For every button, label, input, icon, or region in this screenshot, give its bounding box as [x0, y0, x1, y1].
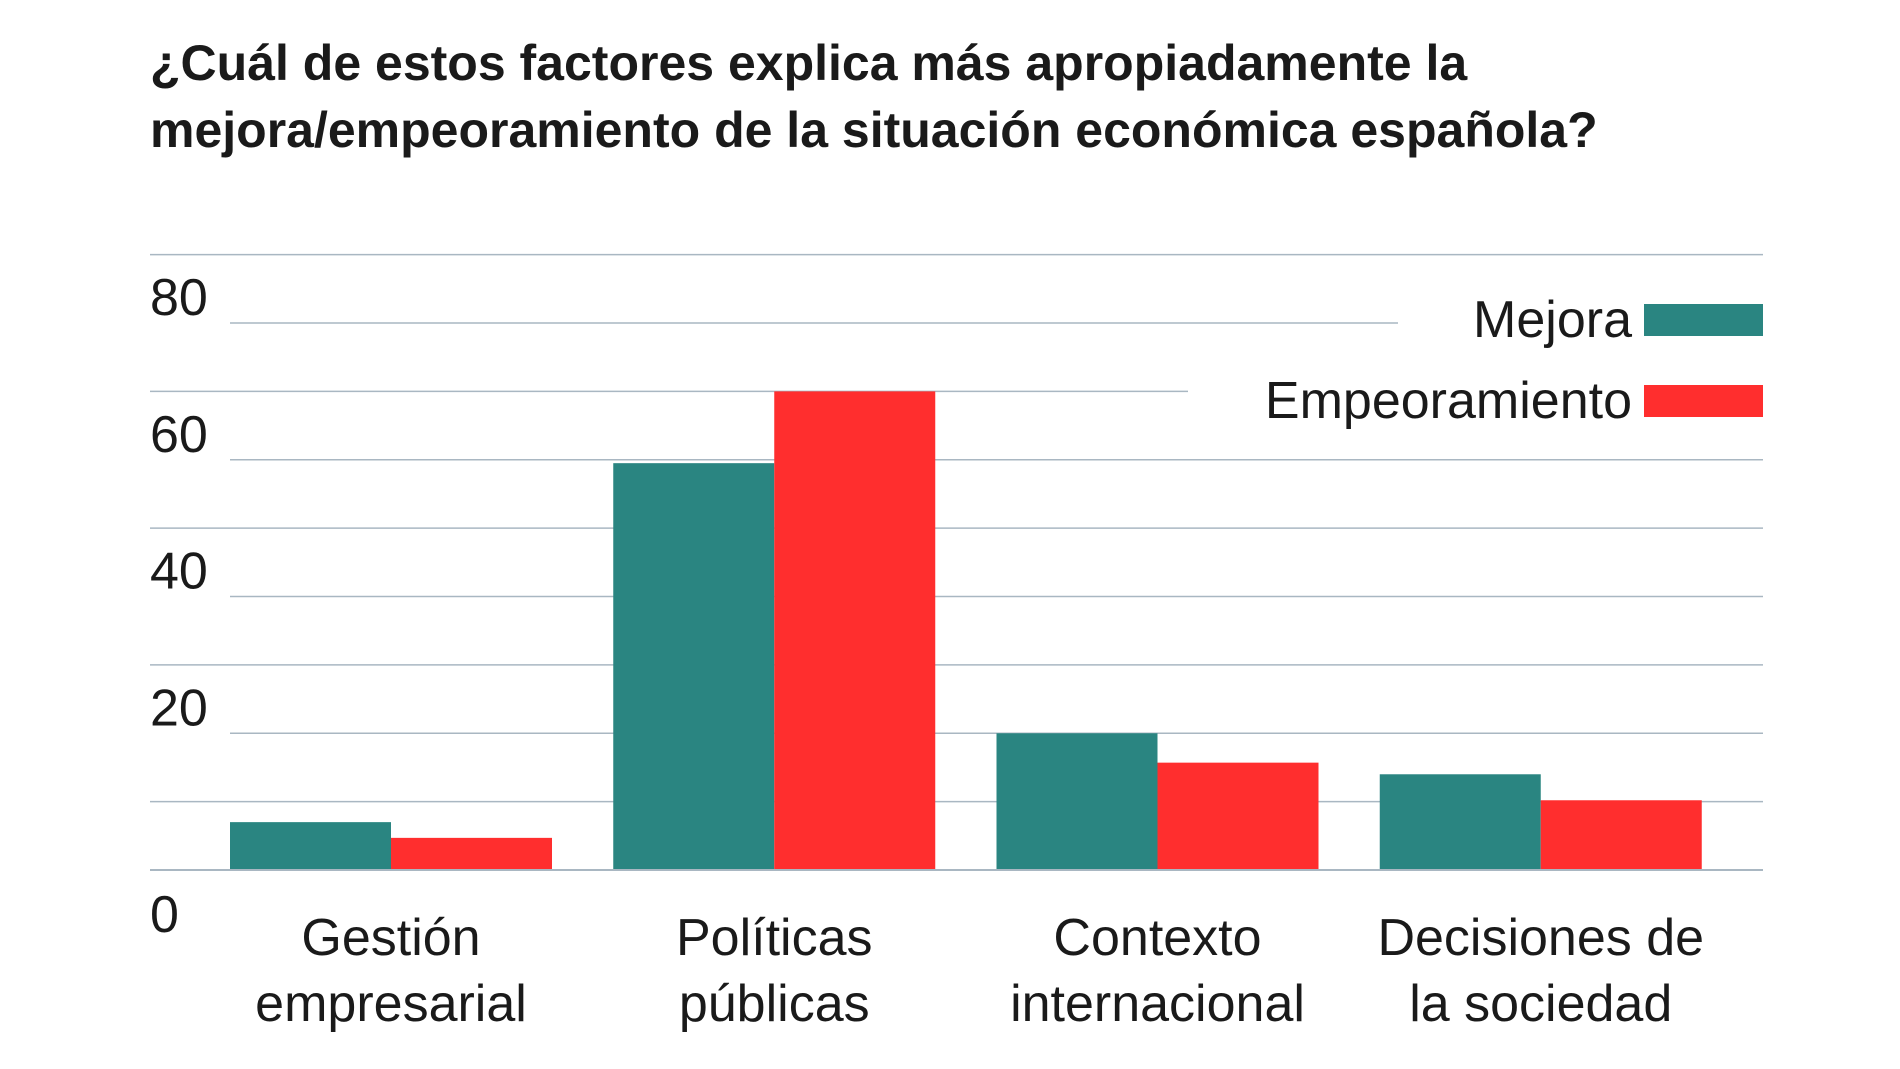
y-tick-label: 20: [150, 679, 208, 737]
category-label-1-line-1: Gestión: [301, 909, 480, 967]
category-label-4-line-1: Decisiones de: [1377, 909, 1704, 967]
legend-swatch-empeoramiento: [1644, 385, 1763, 417]
category-label-3-line-2: internacional: [1010, 975, 1305, 1033]
legend-label-mejora: Mejora: [1473, 291, 1632, 349]
chart-title: ¿Cuál de estos factores explica más apro…: [150, 30, 1800, 164]
bar-empeoramiento-1: [391, 837, 552, 870]
bar-mejora-2: [613, 463, 775, 870]
category-label-3-line-1: Contexto: [1053, 909, 1261, 967]
chart-title-line-2: mejora/empeoramiento de la situación eco…: [150, 102, 1598, 158]
y-tick-label: 0: [150, 886, 179, 944]
category-label-4-line-2: la sociedad: [1409, 975, 1672, 1033]
bar-mejora-3: [996, 733, 1158, 870]
category-label-2-line-2: públicas: [679, 975, 870, 1033]
category-label-2-line-1: Políticas: [676, 909, 873, 967]
bar-mejora-4: [1379, 774, 1541, 870]
bar-empeoramiento-2: [774, 391, 936, 870]
chart-title-line-1: ¿Cuál de estos factores explica más apro…: [150, 35, 1468, 91]
bar-empeoramiento-3: [1157, 762, 1319, 870]
category-label-1-line-2: empresarial: [255, 975, 527, 1033]
y-tick-label: 60: [150, 406, 208, 464]
bar-empeoramiento-4: [1540, 800, 1702, 870]
legend-swatch-mejora: [1644, 304, 1763, 336]
legend-label-empeoramiento: Empeoramiento: [1265, 372, 1632, 430]
bar-mejora-1: [230, 822, 391, 870]
y-tick-label: 40: [150, 543, 208, 601]
y-tick-label: 80: [150, 269, 208, 327]
